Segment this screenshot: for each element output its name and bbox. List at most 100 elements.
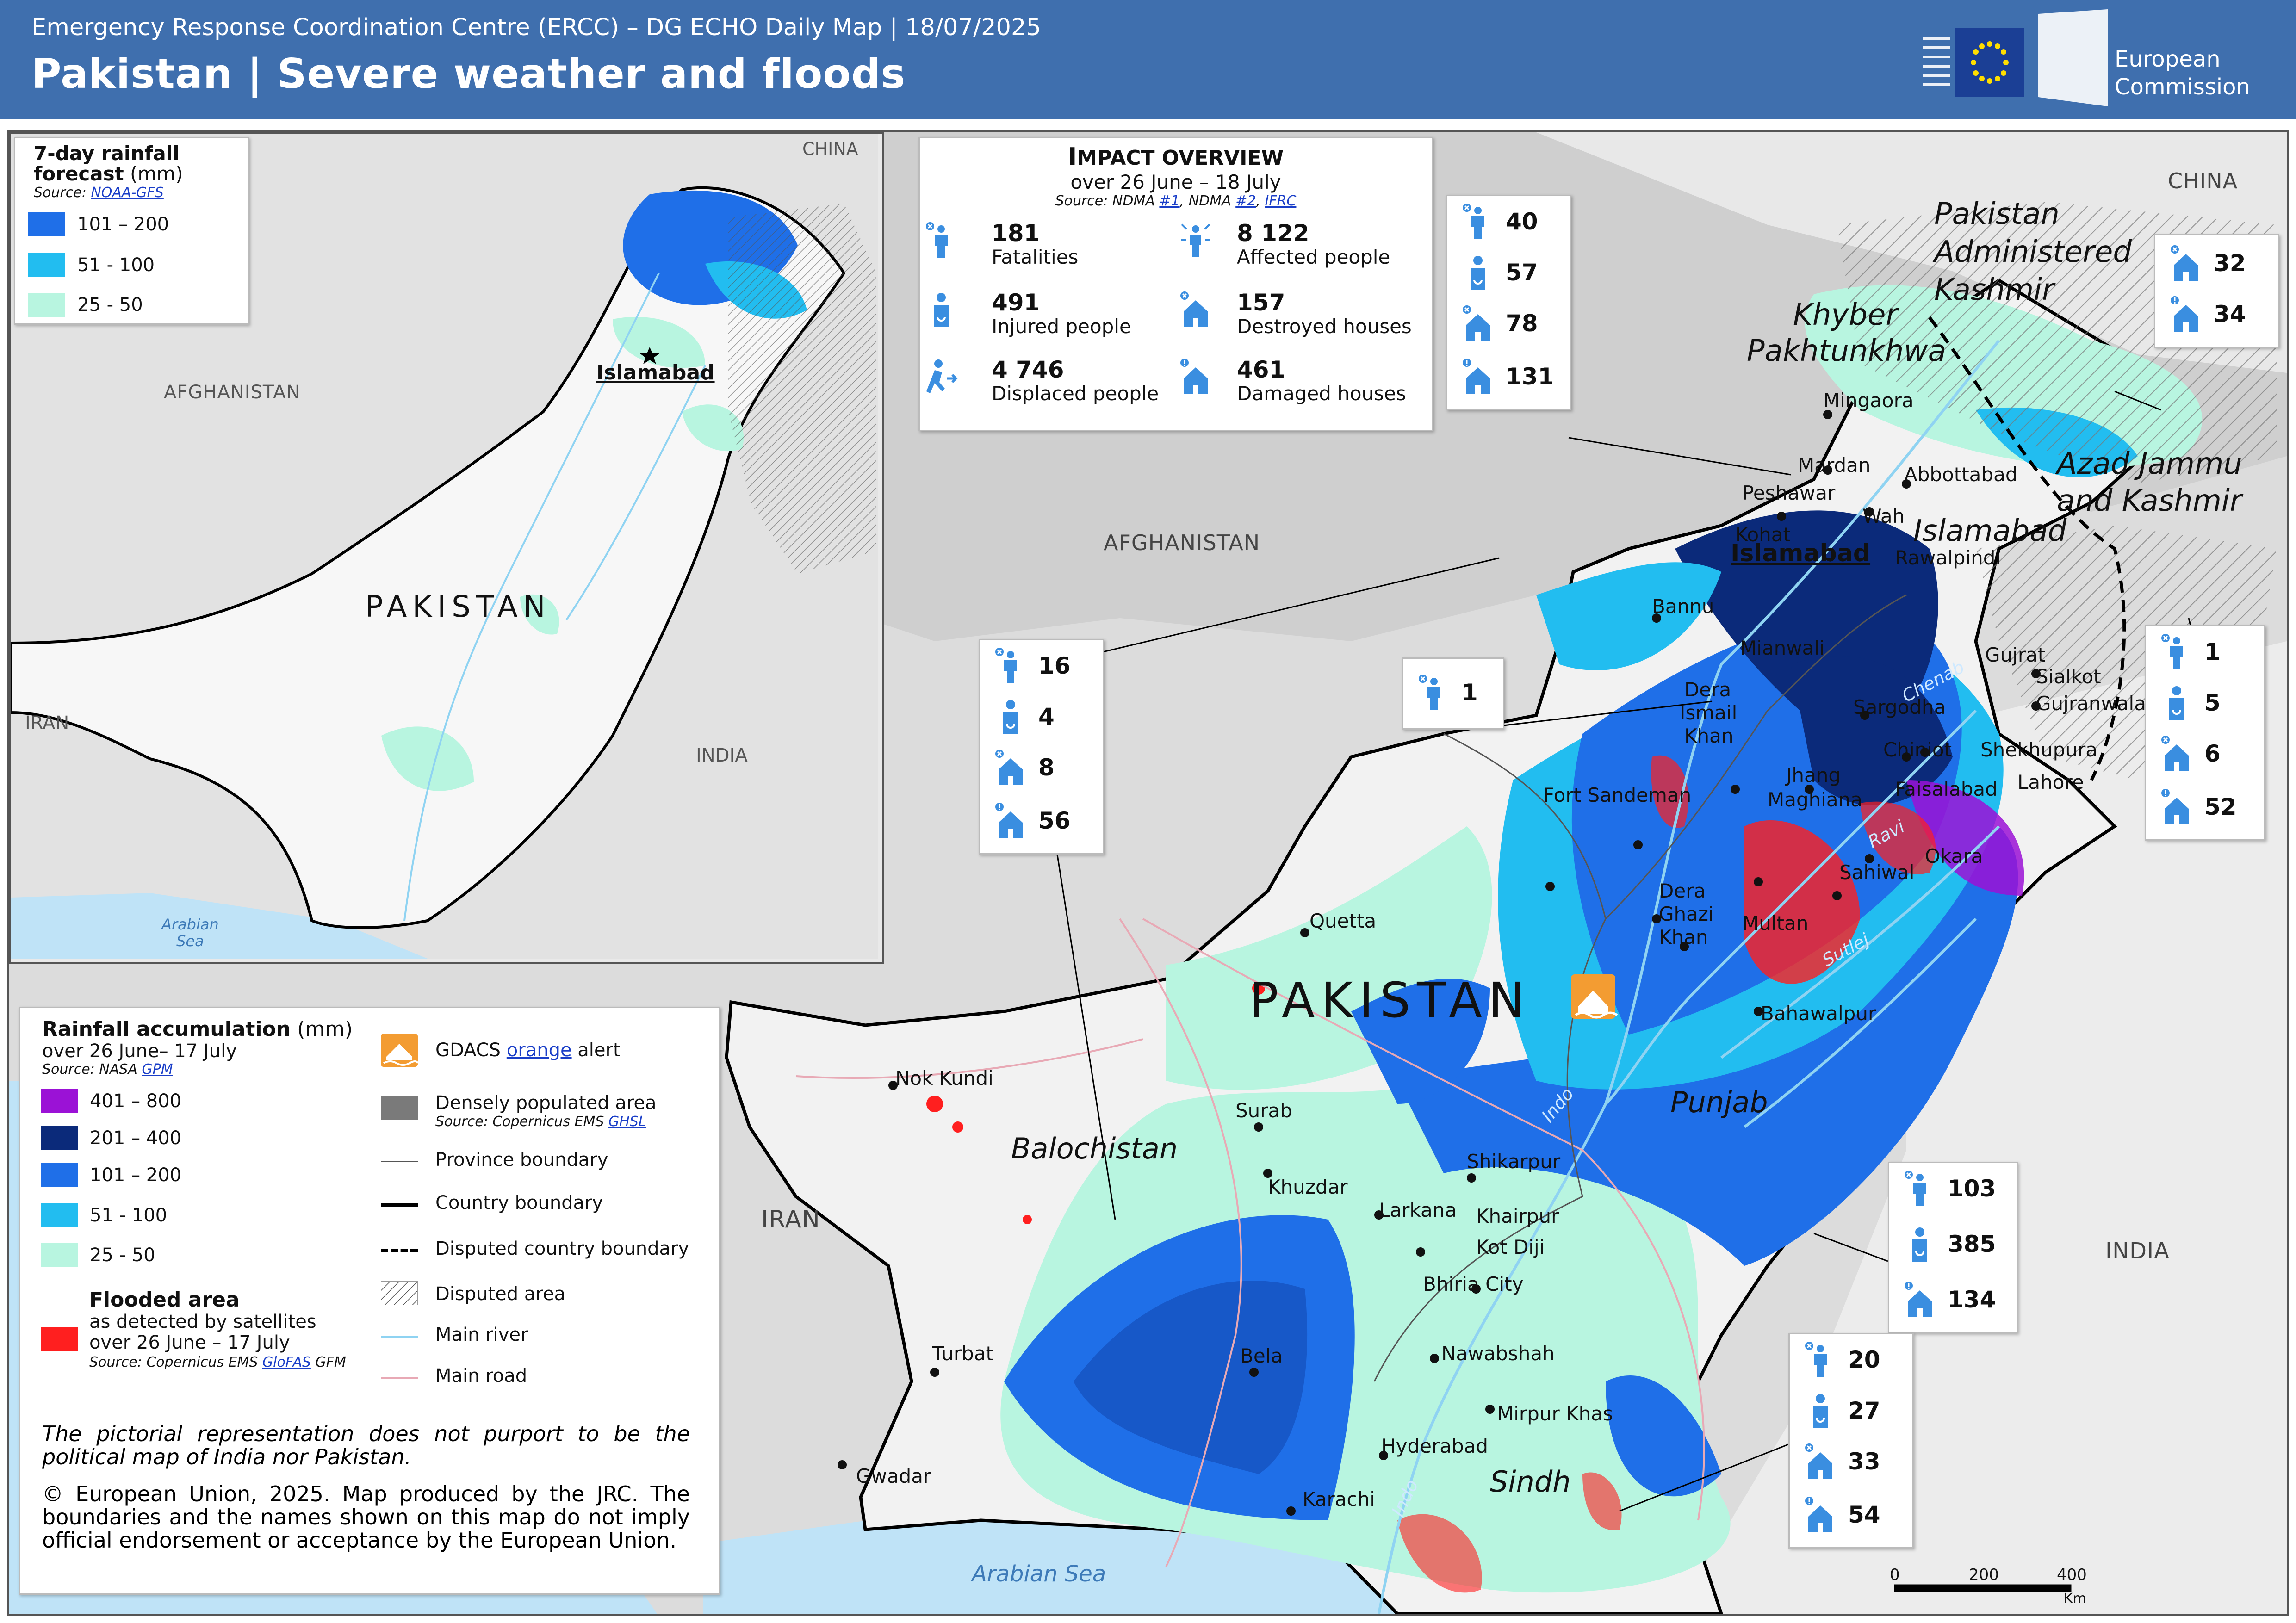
inset-map bbox=[11, 134, 878, 959]
legend-gdacs-icon bbox=[381, 1034, 419, 1067]
impact-source: Source: NDMA #1, NDMA #2, IFRC bbox=[1055, 193, 1297, 209]
inset-legend: 7-day rainfall forecast (mm) Source: NOA… bbox=[14, 137, 249, 325]
inset-label-islamabad: Islamabad bbox=[596, 361, 715, 384]
injured-icon bbox=[1813, 1394, 1828, 1428]
city-rawalpindi: Rawalpindi bbox=[1895, 546, 2001, 569]
stat-box-pak-kashmir: 32 34 bbox=[2154, 234, 2279, 348]
damaged-house-icon bbox=[1905, 1282, 1932, 1317]
injured-icon bbox=[1471, 256, 1485, 290]
city-turbat: Turbat bbox=[932, 1342, 994, 1365]
kp-fatalities: 40 bbox=[1461, 203, 1538, 240]
damaged-house-icon bbox=[1463, 359, 1490, 394]
ndma-link-1[interactable]: #1 bbox=[1159, 193, 1180, 209]
city-dera-ghazi-1: Dera bbox=[1659, 880, 1706, 902]
ndma-link-2[interactable]: #2 bbox=[1235, 193, 1256, 209]
city-kot-diji: Kot Diji bbox=[1476, 1236, 1545, 1258]
inset-legend-row-25: 25 - 50 bbox=[28, 293, 143, 317]
noaa-gfs-link[interactable]: NOAA-GFS bbox=[91, 185, 164, 201]
ghsl-link[interactable]: GHSL bbox=[608, 1114, 646, 1130]
city-nawabshah: Nawabshah bbox=[1441, 1342, 1555, 1365]
pak-kashmir-damaged: 34 bbox=[2169, 296, 2246, 333]
city-fort-sandeman: Fort Sandeman bbox=[1543, 784, 1692, 806]
legend-road-line bbox=[381, 1377, 418, 1379]
gdacs-flood-icon bbox=[1571, 974, 1618, 1019]
inset-label-india: INDIA bbox=[696, 745, 748, 766]
legend-dense-label: Densely populated area bbox=[435, 1092, 657, 1114]
legend-disputed-boundary: Disputed country boundary bbox=[435, 1238, 689, 1259]
islamabad-fatalities: 1 bbox=[1417, 674, 1478, 711]
city-lahore: Lahore bbox=[2017, 771, 2084, 793]
displaced-icon bbox=[926, 359, 958, 393]
legend-rain-101: 101 – 200 bbox=[41, 1163, 181, 1187]
injured-icon bbox=[1912, 1227, 1927, 1262]
legend-disclaimer: The pictorial representation does not pu… bbox=[42, 1421, 690, 1469]
fatalities-icon bbox=[1419, 675, 1440, 710]
inset-label-sea: Arabian Sea bbox=[161, 916, 219, 950]
city-gwadar: Gwadar bbox=[856, 1465, 931, 1487]
city-bahawalpur: Bahawalpur bbox=[1761, 1002, 1876, 1025]
main-map: CHINA AFGHANISTAN PAKISTAN IRAN INDIA Is… bbox=[7, 130, 2289, 1616]
scale-unit: Km bbox=[2064, 1591, 2086, 1607]
stat-box-islamabad: 1 bbox=[1402, 657, 1504, 730]
legend-copyright: © European Union, 2025. Map produced by … bbox=[42, 1481, 690, 1553]
city-mardan: Mardan bbox=[1798, 454, 1871, 477]
ajk-destroyed: 6 bbox=[2160, 735, 2221, 772]
stat-box-balochistan: 16 4 8 56 bbox=[979, 639, 1104, 855]
fatalities-icon bbox=[995, 648, 1017, 683]
inset-legend-row-51: 51 - 100 bbox=[28, 253, 155, 277]
gdacs-orange-link[interactable]: orange bbox=[506, 1040, 572, 1061]
ifrc-link[interactable]: IFRC bbox=[1265, 193, 1297, 209]
header-subtitle: Emergency Response Coordination Centre (… bbox=[31, 14, 1041, 41]
balochistan-fatalities: 16 bbox=[994, 647, 1071, 684]
sindh-injured: 27 bbox=[1804, 1392, 1880, 1429]
label-islamabad-capital: Islamabad bbox=[1731, 539, 1871, 567]
legend-main-river: Main river bbox=[435, 1324, 528, 1345]
city-multan: Multan bbox=[1742, 912, 1809, 935]
city-mingaora: Mingaora bbox=[1823, 389, 1914, 412]
city-faisalabad: Faisalabad bbox=[1895, 778, 1998, 800]
legend-disputed-area-swatch bbox=[381, 1281, 418, 1305]
gpm-link[interactable]: GPM bbox=[142, 1061, 173, 1078]
inset-legend-title: 7-day rainfall bbox=[34, 142, 180, 165]
legend-province-boundary: Province boundary bbox=[435, 1149, 608, 1171]
stat-box-azad-jammu-kashmir: 1 5 6 52 bbox=[2145, 625, 2265, 841]
legend-flood-swatch bbox=[41, 1327, 78, 1351]
ajk-fatalities: 1 bbox=[2160, 633, 2221, 670]
label-india: INDIA bbox=[2105, 1238, 2170, 1264]
city-mirpur-khas: Mirpur Khas bbox=[1497, 1402, 1613, 1425]
logo-text-line1: European bbox=[2115, 46, 2221, 72]
legend-dense-source: Source: Copernicus EMS GHSL bbox=[435, 1114, 646, 1130]
city-khairpur: Khairpur bbox=[1476, 1205, 1559, 1227]
label-pak-kashmir-1: Pakistan bbox=[1934, 197, 2060, 231]
label-pak-kashmir-3: Kashmir bbox=[1934, 273, 2054, 307]
destroyed-house-icon bbox=[1180, 291, 1208, 327]
glofas-link[interactable]: GloFAS bbox=[262, 1354, 311, 1370]
city-karachi: Karachi bbox=[1303, 1488, 1375, 1511]
inset-label-china: CHINA bbox=[802, 139, 858, 159]
inset-map-panel: CHINA AFGHANISTAN PAKISTAN IRAN INDIA Is… bbox=[9, 132, 884, 964]
label-kp-1: Khyber bbox=[1793, 298, 1898, 332]
legend-flood-source: Source: Copernicus EMS GloFAS GFM bbox=[89, 1354, 346, 1370]
injured-icon bbox=[2169, 686, 2184, 720]
punjab-damaged: 134 bbox=[1903, 1281, 1996, 1318]
label-arabian-sea: Arabian Sea bbox=[972, 1561, 1106, 1587]
damaged-house-icon bbox=[995, 803, 1023, 838]
label-sindh: Sindh bbox=[1490, 1465, 1571, 1499]
sindh-fatalities: 20 bbox=[1804, 1341, 1880, 1378]
map-title: Pakistan | Severe weather and floods bbox=[31, 50, 906, 98]
legend-dense-swatch bbox=[381, 1096, 418, 1120]
city-quetta: Quetta bbox=[1309, 910, 1377, 932]
ajk-injured: 5 bbox=[2160, 684, 2221, 721]
inset-label-iran: IRAN bbox=[25, 712, 69, 734]
destroyed-house-icon bbox=[1463, 305, 1490, 341]
city-mianwali: Mianwali bbox=[1740, 637, 1825, 659]
legend-disputed-line bbox=[381, 1249, 418, 1252]
punjab-fatalities: 103 bbox=[1903, 1170, 1996, 1207]
fatalities-icon bbox=[1905, 1171, 1926, 1206]
pak-kashmir-destroyed: 32 bbox=[2169, 245, 2246, 282]
city-dera-ghazi-2: Ghazi bbox=[1659, 903, 1714, 925]
legend-rain-51: 51 - 100 bbox=[41, 1203, 167, 1227]
scale-bar bbox=[1894, 1584, 2072, 1592]
header-bar: Emergency Response Coordination Centre (… bbox=[0, 0, 2296, 119]
city-bhiria: Bhiria City bbox=[1423, 1273, 1524, 1295]
